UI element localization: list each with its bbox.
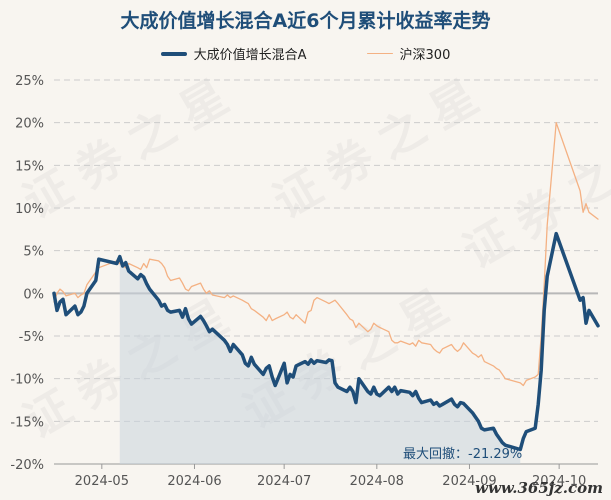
x-tick-label: 2024-05 bbox=[75, 474, 129, 489]
y-tick-label: 25% bbox=[15, 74, 44, 89]
y-tick-label: 5% bbox=[23, 245, 44, 260]
legend-swatch-index bbox=[366, 52, 393, 55]
legend: 大成价值增长混合A 沪深300 bbox=[0, 44, 611, 63]
y-tick-label: 20% bbox=[15, 117, 44, 132]
x-tick-label: 2024-09 bbox=[442, 474, 496, 489]
drawdown-area bbox=[119, 256, 521, 464]
legend-item-index: 沪深300 bbox=[366, 44, 451, 63]
legend-label-fund: 大成价值增长混合A bbox=[193, 48, 307, 63]
legend-label-index: 沪深300 bbox=[399, 48, 451, 63]
legend-item-fund: 大成价值增长混合A bbox=[160, 44, 307, 63]
site-label: www.365jz.com bbox=[475, 479, 603, 497]
y-tick-label: -20% bbox=[10, 458, 44, 473]
chart-title: 大成价值增长混合A近6个月累计收益率走势 bbox=[120, 10, 491, 32]
legend-swatch-fund bbox=[160, 51, 187, 56]
drawdown-label: 最大回撤：-21.29% bbox=[403, 446, 522, 462]
x-tick-label: 2024-06 bbox=[167, 474, 221, 489]
y-tick-label: 15% bbox=[15, 159, 44, 174]
y-tick-label: -10% bbox=[10, 373, 44, 388]
y-tick-label: 0% bbox=[23, 287, 44, 302]
y-tick-label: -15% bbox=[10, 415, 44, 430]
y-tick-label: -5% bbox=[19, 330, 44, 345]
series-line-index bbox=[53, 122, 599, 387]
x-tick-label: 2024-08 bbox=[350, 474, 404, 489]
x-tick-label: 2024-10 bbox=[532, 474, 586, 489]
series-line-fund bbox=[52, 231, 600, 452]
x-tick-label: 2024-07 bbox=[257, 474, 311, 489]
y-tick-label: 10% bbox=[15, 202, 44, 217]
